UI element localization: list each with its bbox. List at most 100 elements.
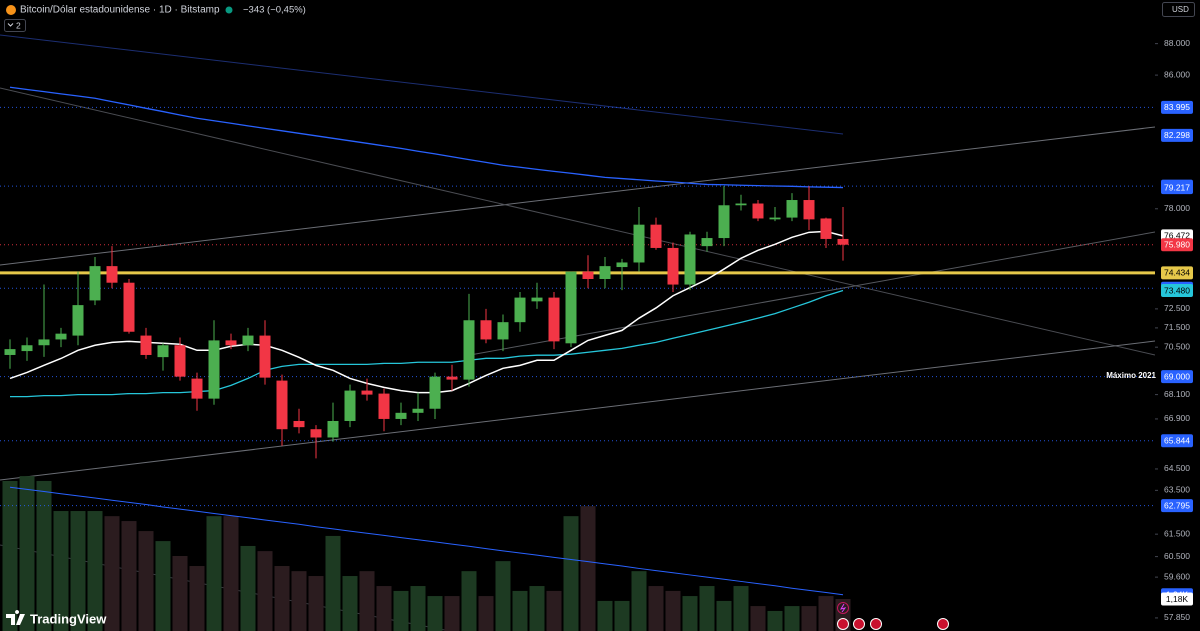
event-icon[interactable] bbox=[937, 618, 949, 630]
volume-bar bbox=[342, 576, 358, 631]
candle-layer bbox=[4, 186, 849, 459]
price-tag-label: 69.000 bbox=[1164, 371, 1190, 381]
candle-body bbox=[242, 335, 254, 346]
price-tag-label: 74.434 bbox=[1164, 268, 1190, 278]
y-tick-label: 70.500 bbox=[1164, 341, 1190, 351]
price-tag bbox=[1161, 266, 1193, 280]
candle-body bbox=[633, 224, 645, 263]
volume-bar bbox=[648, 586, 664, 631]
indicator-count: 2 bbox=[16, 20, 21, 30]
event-icons bbox=[837, 602, 949, 630]
price-change: −343 (−0,45%) bbox=[243, 5, 306, 16]
y-tick-label: 66.900 bbox=[1164, 413, 1190, 423]
annotation: Máximo 2021 bbox=[1106, 371, 1156, 380]
volume-bar bbox=[495, 561, 511, 631]
price-tag-label: 79.217 bbox=[1164, 182, 1190, 192]
volume-bar bbox=[325, 535, 341, 631]
volume-bar bbox=[580, 506, 596, 631]
candle-body bbox=[225, 340, 237, 346]
price-tag bbox=[1161, 499, 1193, 513]
price-tag bbox=[1161, 100, 1193, 114]
volume-bar bbox=[597, 600, 613, 631]
candle-body bbox=[463, 320, 475, 380]
currency-button[interactable] bbox=[1162, 2, 1195, 17]
volume-bar bbox=[444, 596, 460, 631]
candle-body bbox=[582, 271, 594, 280]
event-icon[interactable] bbox=[837, 618, 849, 630]
price-tag-label: 76.472 bbox=[1164, 231, 1190, 241]
indicator-toggle[interactable] bbox=[4, 19, 26, 32]
volume-bar bbox=[291, 571, 307, 631]
volume-bar bbox=[784, 606, 800, 631]
trend-line bbox=[0, 126, 1156, 266]
price-tag bbox=[1161, 128, 1193, 142]
y-tick-label: 78.000 bbox=[1164, 203, 1190, 213]
tag-layer: 83.99582.29879.30179.21776.47275.98074.4… bbox=[1161, 100, 1193, 606]
logo-text: TradingView bbox=[30, 611, 107, 626]
candle-body bbox=[55, 333, 67, 340]
price-tag bbox=[1161, 592, 1193, 606]
volume-bar bbox=[359, 571, 375, 631]
candle-body bbox=[667, 247, 679, 285]
y-tick-label: 86.000 bbox=[1164, 69, 1190, 79]
volume-bar bbox=[631, 571, 647, 631]
ma-line bbox=[10, 289, 844, 398]
candle-body bbox=[599, 266, 611, 280]
y-tick-label: 60.500 bbox=[1164, 551, 1190, 561]
price-tag bbox=[1161, 434, 1193, 448]
price-tag-label: 73.480 bbox=[1164, 285, 1190, 295]
volume-bar bbox=[274, 566, 290, 631]
volume-bar bbox=[818, 596, 834, 631]
symbol-title[interactable]: Bitcoin/Dólar estadounidense · 1D · Bits… bbox=[20, 5, 220, 16]
event-icon[interactable] bbox=[837, 602, 849, 614]
y-tick-label: 59.600 bbox=[1164, 571, 1190, 581]
candle-body bbox=[38, 339, 50, 346]
volume-bar bbox=[529, 586, 545, 631]
candle-body bbox=[565, 271, 577, 344]
candle-body bbox=[446, 376, 458, 380]
price-tag-label: 65.844 bbox=[1164, 435, 1190, 445]
y-tick-label: 68.100 bbox=[1164, 389, 1190, 399]
volume-layer bbox=[2, 476, 851, 631]
y-tick-label: 72.500 bbox=[1164, 303, 1190, 313]
y-tick-label: 63.500 bbox=[1164, 485, 1190, 495]
volume-bar bbox=[155, 541, 171, 631]
candle-body bbox=[208, 340, 220, 399]
ma-line bbox=[9, 86, 844, 189]
trend-line bbox=[0, 87, 1156, 356]
event-icon[interactable] bbox=[870, 618, 882, 630]
volume-bar bbox=[733, 586, 749, 631]
axis-layer: 88.000 86.000 78.000 72.500 71.500 70.500 68.1… bbox=[1155, 38, 1190, 622]
event-bolt bbox=[839, 603, 847, 613]
volume-bar bbox=[393, 590, 409, 631]
volume-bar bbox=[70, 511, 86, 631]
currency: USD bbox=[1172, 5, 1189, 14]
volume-bar bbox=[308, 576, 324, 631]
candle-body bbox=[174, 345, 186, 377]
candle-body bbox=[548, 297, 560, 342]
event-icon[interactable] bbox=[853, 618, 865, 630]
volume-bar bbox=[189, 566, 205, 631]
level-layer bbox=[0, 106, 1155, 507]
volume-bar bbox=[478, 596, 494, 631]
volume-bar bbox=[121, 521, 137, 631]
candle-body bbox=[820, 218, 832, 239]
candle-body bbox=[769, 217, 781, 220]
candle-body bbox=[259, 335, 271, 378]
y-tick-label: 88.000 bbox=[1164, 38, 1190, 48]
candle-body bbox=[293, 420, 305, 428]
volume-bar bbox=[36, 480, 52, 631]
candle-body bbox=[191, 378, 203, 399]
candle-body bbox=[344, 390, 356, 421]
candle-body bbox=[837, 238, 849, 245]
volume-bar bbox=[699, 586, 715, 631]
volume-bar bbox=[801, 606, 817, 631]
price-tag bbox=[1161, 181, 1193, 195]
candle-body bbox=[497, 322, 509, 340]
candle-body bbox=[429, 376, 441, 409]
candle-body bbox=[106, 266, 118, 283]
trend-line bbox=[0, 340, 1156, 481]
price-tag-label: 62.795 bbox=[1164, 500, 1190, 510]
volume-bar bbox=[138, 531, 154, 631]
